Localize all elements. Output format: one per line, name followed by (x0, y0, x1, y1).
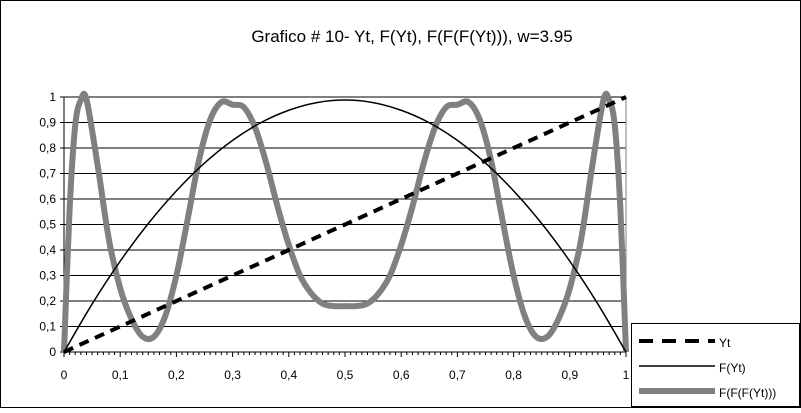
y-tick-label: 0,5 (39, 218, 56, 232)
legend-label: Yt (719, 336, 731, 350)
y-tick-label: 0,6 (39, 192, 56, 206)
y-tick-label: 0,2 (39, 294, 56, 308)
x-tick-label: 0,3 (224, 368, 241, 382)
y-tick-label: 0,9 (39, 116, 56, 130)
x-tick-label: 0,9 (561, 368, 578, 382)
series-line-yt (63, 95, 627, 354)
x-tick-label: 0 (61, 368, 68, 382)
legend-label: F(Yt) (719, 361, 746, 375)
x-tick-label: 0,2 (168, 368, 185, 382)
y-tick-label: 1 (49, 90, 56, 104)
y-tick-label: 0,3 (39, 269, 56, 283)
x-tick-label: 0,6 (393, 368, 410, 382)
x-tick-label: 1 (623, 368, 630, 382)
y-tick-label: 0,7 (39, 167, 56, 181)
x-tick-label: 0,4 (280, 368, 297, 382)
x-tick-label: 0,8 (505, 368, 522, 382)
y-tick-label: 0,1 (39, 320, 56, 334)
x-tick-label: 0,5 (337, 368, 354, 382)
x-tick-label: 0,7 (449, 368, 466, 382)
series-line-f-f-f-yt (61, 90, 629, 353)
legend-label: F(F(F(Yt))) (719, 386, 776, 400)
chart-title: Grafico # 10- Yt, F(Yt), F(F(F(Yt))), w=… (251, 27, 572, 46)
y-tick-label: 0,4 (39, 243, 56, 257)
y-tick-label: 0,8 (39, 141, 56, 155)
y-tick-label: 0 (49, 345, 56, 359)
x-tick-label: 0,1 (112, 368, 129, 382)
series-line-f-yt (63, 99, 627, 353)
